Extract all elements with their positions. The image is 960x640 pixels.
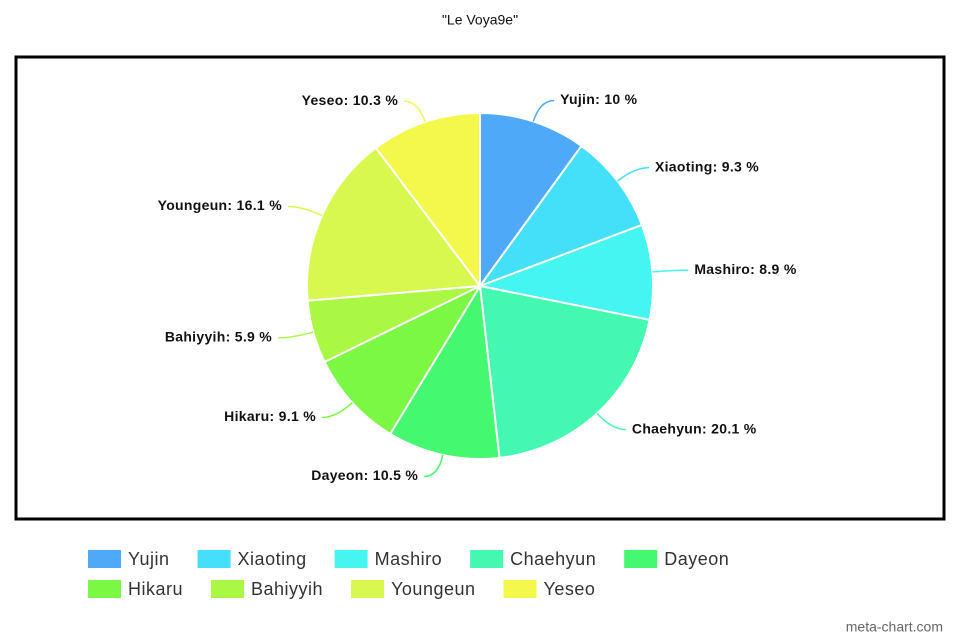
leader-line [321,402,353,419]
leader-line [278,331,314,339]
leader-line [532,99,555,122]
data-label: Youngeun: 16.1 % [158,197,283,213]
legend-label: Yujin [128,549,170,569]
leader-line [424,454,444,478]
watermark: meta-chart.com [846,619,943,635]
legend-swatch [503,580,537,598]
legend-swatch [88,550,121,568]
leader-line [596,412,626,431]
data-label: Dayeon: 10.5 % [311,467,418,483]
pie-slice [478,284,651,460]
data-label: Hikaru: 9.1 % [224,408,316,424]
legend-swatch [197,550,231,568]
legend-label: Xiaoting [238,549,307,569]
legend-swatch [334,550,368,568]
chart-title: "Le Voya9e" [442,12,518,28]
legend-swatch [624,550,658,568]
data-label: Chaehyun: 20.1 % [632,420,757,436]
leader-line [617,166,649,182]
pie-slice [477,144,644,289]
legend-label: Bahiyyih [251,579,323,599]
data-label: Xiaoting: 9.3 % [655,158,759,174]
pie-slice [306,146,482,302]
legend-swatch [351,580,385,598]
data-label: Mashiro: 8.9 % [694,261,796,277]
legend-swatch [88,580,121,598]
leader-line [287,205,323,217]
legend-label: Youngeun [391,579,475,599]
pie-slice [323,283,483,436]
legend-swatch [470,550,504,568]
data-label: Yujin: 10 % [560,91,637,107]
data-label: Yeseo: 10.3 % [302,92,399,108]
leader-line [404,100,426,123]
legend-label: Mashiro [375,549,443,569]
pie-slice [476,223,654,322]
legend-swatch [211,580,245,598]
legend-label: Hikaru [128,579,183,599]
pie-slice [388,282,501,460]
legend-label: Yeseo [544,579,596,599]
data-label: Bahiyyih: 5.9 % [165,329,272,345]
legend-label: Chaehyun [510,549,596,569]
plot-frame [14,55,946,521]
pie-slice [374,111,481,289]
legend-label: Dayeon [664,549,729,569]
leader-line [652,269,689,273]
pie-slice [479,111,583,290]
